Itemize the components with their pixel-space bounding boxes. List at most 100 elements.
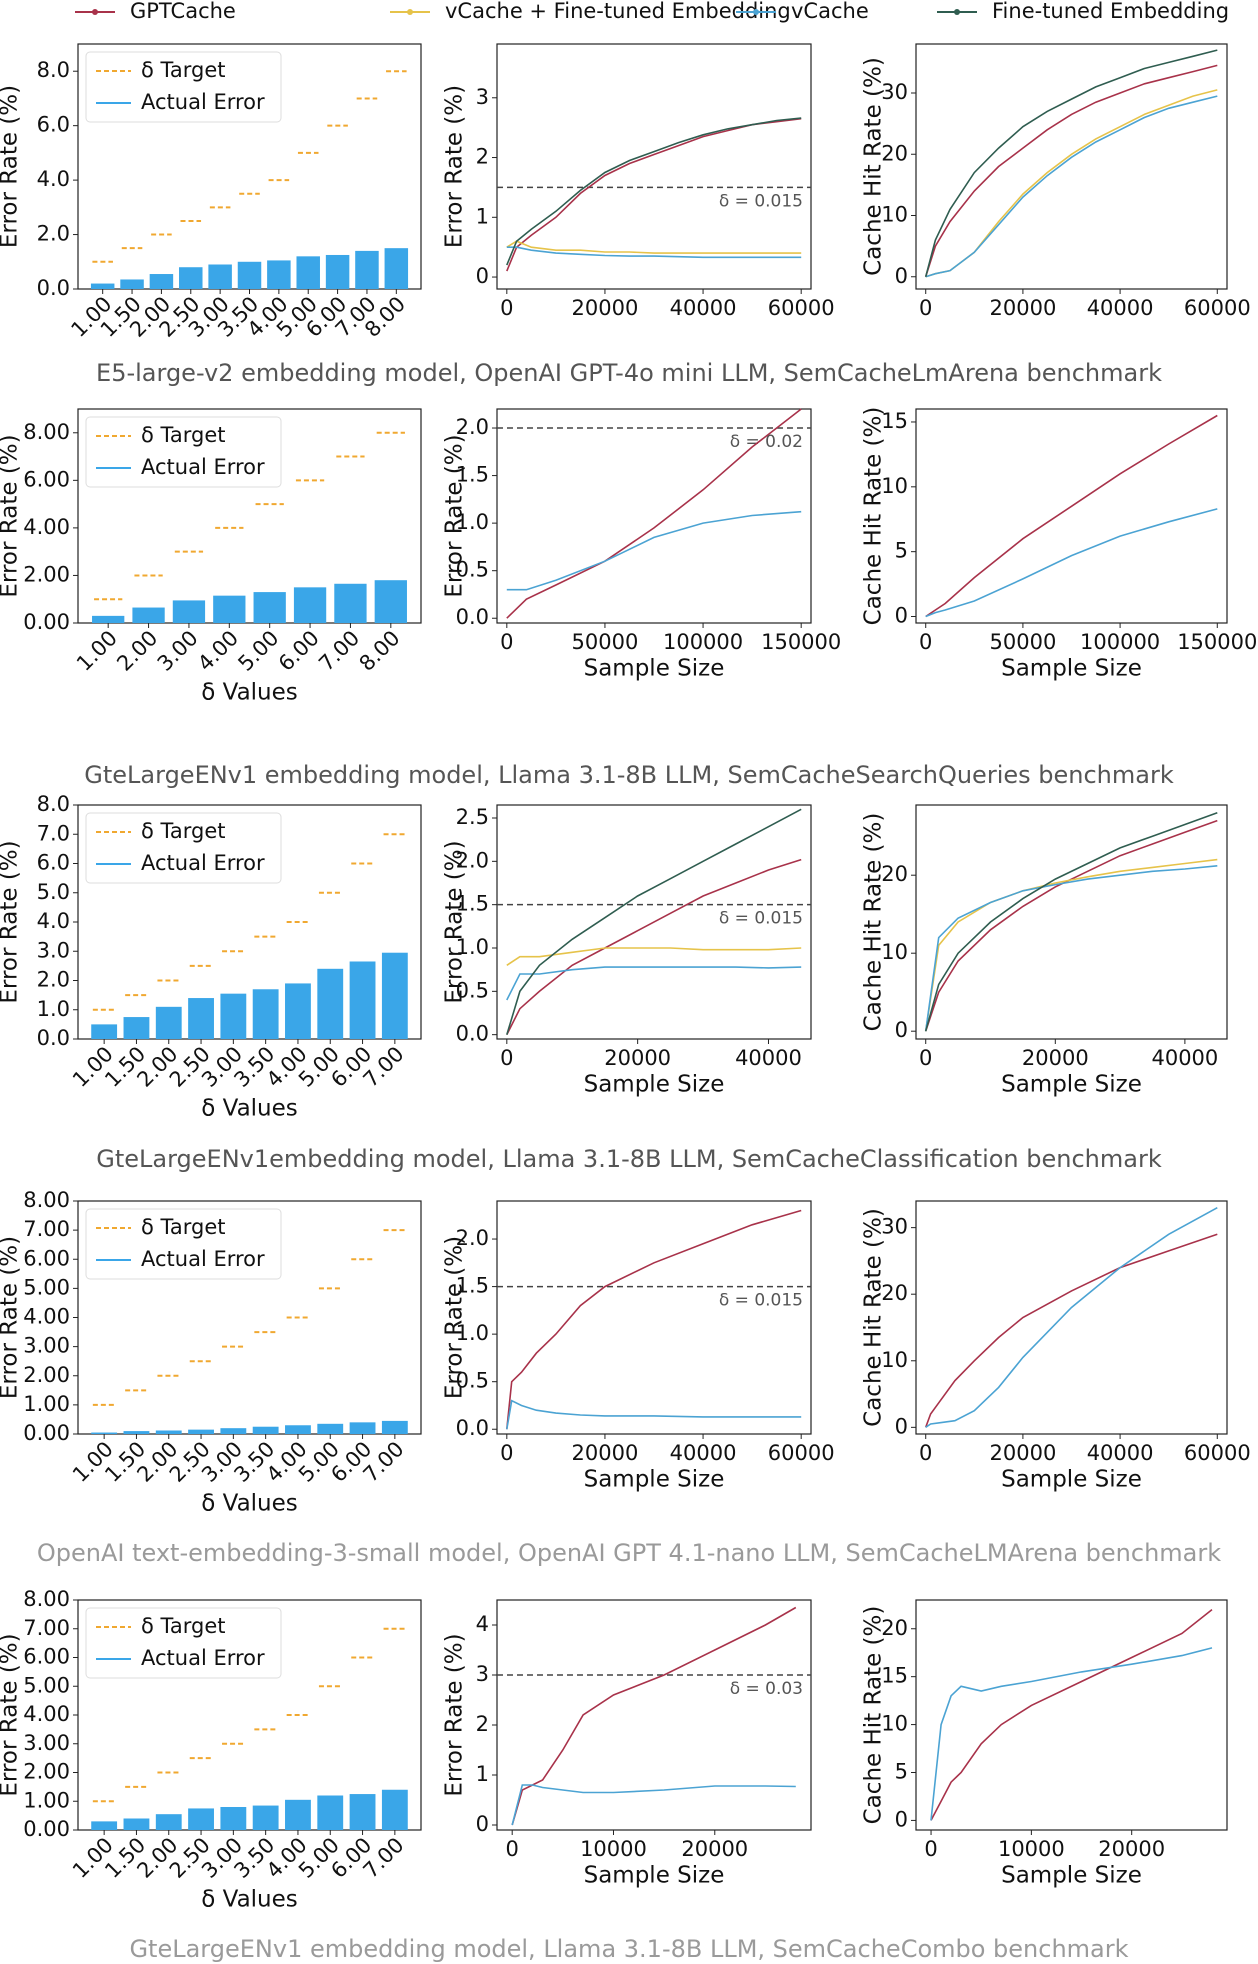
y-tick-label: 20: [881, 862, 908, 886]
series-line: [924, 858, 1218, 1032]
x-tick-label: 20000: [990, 1441, 1057, 1465]
x-tick-label: 0: [919, 630, 932, 654]
bar: [381, 1789, 408, 1830]
bar: [296, 256, 320, 289]
bar: [123, 1017, 150, 1039]
bar: [285, 1799, 311, 1830]
y-axis-label: Cache Hit Rate (%): [861, 407, 887, 626]
y-axis-label: Error Rate (%): [442, 85, 468, 248]
series-line: [930, 1608, 1213, 1821]
series-line: [511, 1784, 796, 1826]
y-tick-label: 2.0: [456, 415, 489, 439]
y-tick-label: 20: [881, 1281, 908, 1305]
bar: [252, 1426, 279, 1434]
x-axis-label: δ Values: [201, 680, 298, 706]
y-tick-label: 15: [881, 409, 908, 433]
y-tick-label: 20: [881, 141, 908, 165]
caption: OpenAI text-embedding-3-small model, Ope…: [37, 1539, 1221, 1567]
y-tick-label: 4.0: [37, 167, 70, 191]
y-tick-label: 10: [881, 940, 908, 964]
y-tick-label: 2.0: [456, 1226, 489, 1250]
x-axis-label: Sample Size: [584, 1467, 725, 1493]
x-tick-label: 10000: [580, 1837, 647, 1861]
y-axis-label: Error Rate (%): [442, 434, 468, 597]
x-tick-label: 5.00: [233, 626, 283, 676]
y-tick-label: 5.00: [23, 1275, 70, 1299]
legend-marker: [954, 9, 960, 15]
series-line: [506, 510, 802, 591]
threshold-label: δ = 0.02: [730, 432, 803, 452]
y-tick-label: 0: [895, 1018, 908, 1042]
legend-label: Actual Error: [141, 1646, 265, 1670]
bar: [349, 1794, 376, 1830]
x-tick-label: 50000: [572, 630, 639, 654]
series-line: [924, 819, 1218, 1032]
caption: E5-large-v2 embedding model, OpenAI GPT-…: [96, 359, 1162, 387]
x-tick-label: 40000: [1151, 1046, 1218, 1070]
series-line: [506, 966, 802, 1001]
bar: [317, 1423, 344, 1434]
x-tick-label: 0: [919, 1046, 932, 1070]
y-tick-label: 1.5: [456, 1274, 489, 1298]
legend-label: vCache: [791, 0, 869, 23]
bar: [155, 1814, 182, 1830]
x-tick-label: 100000: [1080, 630, 1160, 654]
series-line: [506, 240, 802, 254]
legend-label: Actual Error: [141, 455, 265, 479]
y-tick-label: 0.0: [37, 1026, 70, 1050]
x-axis-label: Sample Size: [1001, 656, 1142, 682]
y-tick-label: 1.00: [23, 1788, 70, 1812]
x-tick-label: 0: [500, 630, 513, 654]
bar: [317, 1795, 344, 1830]
y-tick-label: 5: [895, 1760, 908, 1784]
y-tick-label: 10: [881, 474, 908, 498]
bar: [381, 1420, 408, 1434]
y-tick-label: 0: [895, 1414, 908, 1438]
y-tick-label: 2.0: [37, 968, 70, 992]
plot-frame: [496, 1599, 812, 1831]
y-tick-label: 0: [476, 1812, 489, 1836]
y-axis-label: Cache Hit Rate (%): [861, 57, 887, 276]
threshold-label: δ = 0.015: [719, 191, 803, 211]
y-tick-label: 2.00: [23, 1363, 70, 1387]
x-tick-label: 0: [924, 1837, 937, 1861]
legend-box: [85, 1607, 282, 1679]
y-tick-label: 4.00: [23, 515, 70, 539]
bar: [384, 248, 409, 289]
y-tick-label: 3: [476, 85, 489, 109]
bar: [91, 1821, 118, 1830]
y-tick-label: 7.0: [37, 821, 70, 845]
bar: [220, 1807, 247, 1830]
plot-frame: [77, 408, 422, 624]
y-tick-label: 1: [476, 1762, 489, 1786]
bar: [132, 607, 165, 623]
bar: [188, 1429, 214, 1434]
x-tick-label: 2.00: [112, 626, 162, 676]
bar: [252, 1805, 279, 1830]
x-tick-label: 0: [500, 1441, 513, 1465]
x-tick-label: 7.00: [314, 626, 364, 676]
y-axis-label: Error Rate (%): [0, 840, 23, 1003]
y-tick-label: 1.5: [456, 892, 489, 916]
bar: [285, 983, 311, 1039]
bar: [252, 989, 279, 1039]
plot-frame: [915, 43, 1228, 290]
y-tick-label: 0.0: [456, 1416, 489, 1440]
x-tick-label: 20000: [1098, 1837, 1165, 1861]
legend-box: [85, 51, 282, 123]
caption: GteLargeENv1embedding model, Llama 3.1-8…: [96, 1145, 1162, 1173]
bar: [293, 587, 327, 623]
x-tick-label: 60000: [768, 1441, 835, 1465]
y-tick-label: 5.00: [23, 1673, 70, 1697]
series-line: [506, 246, 802, 259]
chart: 0 1 2 3 Error Rate (%) 0 20000 40000 60000 δ = 0.…: [442, 43, 835, 320]
y-tick-label: 0.00: [23, 1421, 70, 1445]
bar: [317, 968, 344, 1039]
series-line: [924, 49, 1218, 278]
series-line: [506, 808, 802, 1035]
